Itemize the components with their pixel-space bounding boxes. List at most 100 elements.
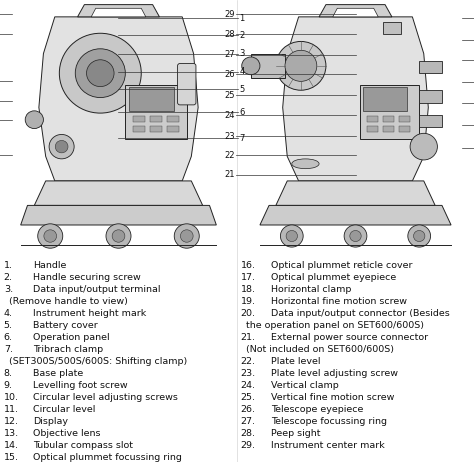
Bar [383, 126, 394, 132]
Text: 14.: 14. [4, 441, 19, 450]
Text: Base plate: Base plate [33, 369, 83, 378]
Circle shape [87, 60, 114, 86]
Polygon shape [260, 206, 451, 225]
Circle shape [281, 225, 303, 247]
Text: 5.: 5. [4, 321, 13, 330]
Polygon shape [283, 17, 428, 181]
Circle shape [344, 225, 367, 247]
Circle shape [286, 231, 298, 242]
Polygon shape [78, 5, 159, 17]
Bar [383, 22, 401, 34]
Text: 12.: 12. [4, 417, 19, 426]
Text: 6: 6 [239, 108, 245, 117]
Text: Optical plummet eyepiece: Optical plummet eyepiece [271, 273, 396, 282]
Circle shape [242, 57, 260, 75]
Text: (Not included on SET600/600S): (Not included on SET600/600S) [246, 345, 393, 354]
Text: Telescope focussing ring: Telescope focussing ring [271, 417, 387, 426]
Text: 27: 27 [224, 50, 235, 59]
Text: (SET300S/500S/600S: Shifting clamp): (SET300S/500S/600S: Shifting clamp) [9, 357, 187, 366]
Circle shape [174, 224, 199, 248]
Text: 24.: 24. [241, 381, 256, 390]
Text: Data input/output connector (Besides: Data input/output connector (Besides [271, 309, 450, 318]
Text: Objective lens: Objective lens [33, 429, 100, 438]
Polygon shape [39, 17, 198, 181]
Text: Data input/output terminal: Data input/output terminal [33, 285, 161, 294]
Text: 10.: 10. [4, 393, 19, 402]
Polygon shape [91, 8, 146, 17]
Text: 23.: 23. [241, 369, 256, 378]
Circle shape [49, 134, 74, 159]
Polygon shape [34, 181, 203, 206]
Circle shape [413, 231, 425, 242]
Circle shape [285, 50, 317, 81]
Circle shape [59, 33, 141, 113]
Bar [367, 116, 378, 122]
Text: Display: Display [33, 417, 68, 426]
Text: Horizontal fine motion screw: Horizontal fine motion screw [271, 297, 407, 306]
Text: 23: 23 [224, 132, 235, 141]
Bar [251, 54, 285, 78]
Circle shape [75, 49, 125, 97]
Bar [125, 85, 187, 140]
Circle shape [55, 140, 68, 153]
Bar [399, 116, 410, 122]
Text: 21.: 21. [241, 333, 256, 342]
Text: Optical plummet reticle cover: Optical plummet reticle cover [271, 261, 413, 270]
Bar [367, 126, 378, 132]
Text: 22: 22 [224, 151, 235, 160]
Text: 9.: 9. [4, 381, 13, 390]
Bar [133, 116, 145, 122]
Text: External power source connector: External power source connector [271, 333, 428, 342]
Bar [419, 115, 442, 127]
Circle shape [44, 230, 56, 242]
Text: the operation panel on SET600/600S): the operation panel on SET600/600S) [246, 321, 424, 330]
Text: Tribrach clamp: Tribrach clamp [33, 345, 103, 354]
Text: 28.: 28. [241, 429, 256, 438]
Text: 19.: 19. [241, 297, 256, 306]
Text: Instrument height mark: Instrument height mark [33, 309, 146, 318]
Text: Circular level adjusting screws: Circular level adjusting screws [33, 393, 178, 402]
Polygon shape [319, 5, 392, 17]
Text: Plate level: Plate level [271, 357, 320, 366]
Text: 6.: 6. [4, 333, 13, 342]
Circle shape [112, 230, 125, 242]
Text: 3: 3 [239, 49, 245, 58]
Ellipse shape [292, 159, 319, 169]
Text: 13.: 13. [4, 429, 19, 438]
Circle shape [410, 134, 438, 160]
Text: Operation panel: Operation panel [33, 333, 110, 342]
FancyBboxPatch shape [178, 63, 196, 105]
Bar [364, 87, 407, 111]
Text: 7: 7 [239, 134, 245, 143]
Text: 15.: 15. [4, 453, 19, 462]
Text: 26.: 26. [241, 405, 256, 414]
Polygon shape [21, 206, 216, 225]
Bar [383, 116, 394, 122]
Text: Optical plummet focussing ring: Optical plummet focussing ring [33, 453, 182, 462]
Text: 4: 4 [239, 67, 245, 76]
Bar [399, 126, 410, 132]
Bar [129, 87, 174, 111]
Text: 20.: 20. [241, 309, 256, 318]
Text: Peep sight: Peep sight [271, 429, 320, 438]
Circle shape [350, 231, 361, 242]
Polygon shape [333, 8, 378, 17]
Text: (Remove handle to view): (Remove handle to view) [9, 297, 128, 306]
Circle shape [276, 42, 326, 90]
Text: Circular level: Circular level [33, 405, 96, 414]
Text: 3.: 3. [4, 285, 13, 294]
Text: Handle: Handle [33, 261, 66, 270]
Bar [360, 85, 419, 140]
Text: Telescope eyepiece: Telescope eyepiece [271, 405, 364, 414]
Text: 5: 5 [239, 85, 245, 94]
Text: 7.: 7. [4, 345, 13, 354]
Text: 26: 26 [224, 70, 235, 79]
Text: 11.: 11. [4, 405, 19, 414]
Text: Battery cover: Battery cover [33, 321, 98, 330]
Text: Horizontal clamp: Horizontal clamp [271, 285, 352, 294]
Text: 22.: 22. [241, 357, 256, 366]
Text: 1.: 1. [4, 261, 13, 270]
Circle shape [408, 225, 430, 247]
Text: Handle securing screw: Handle securing screw [33, 273, 141, 282]
Bar [133, 126, 145, 132]
